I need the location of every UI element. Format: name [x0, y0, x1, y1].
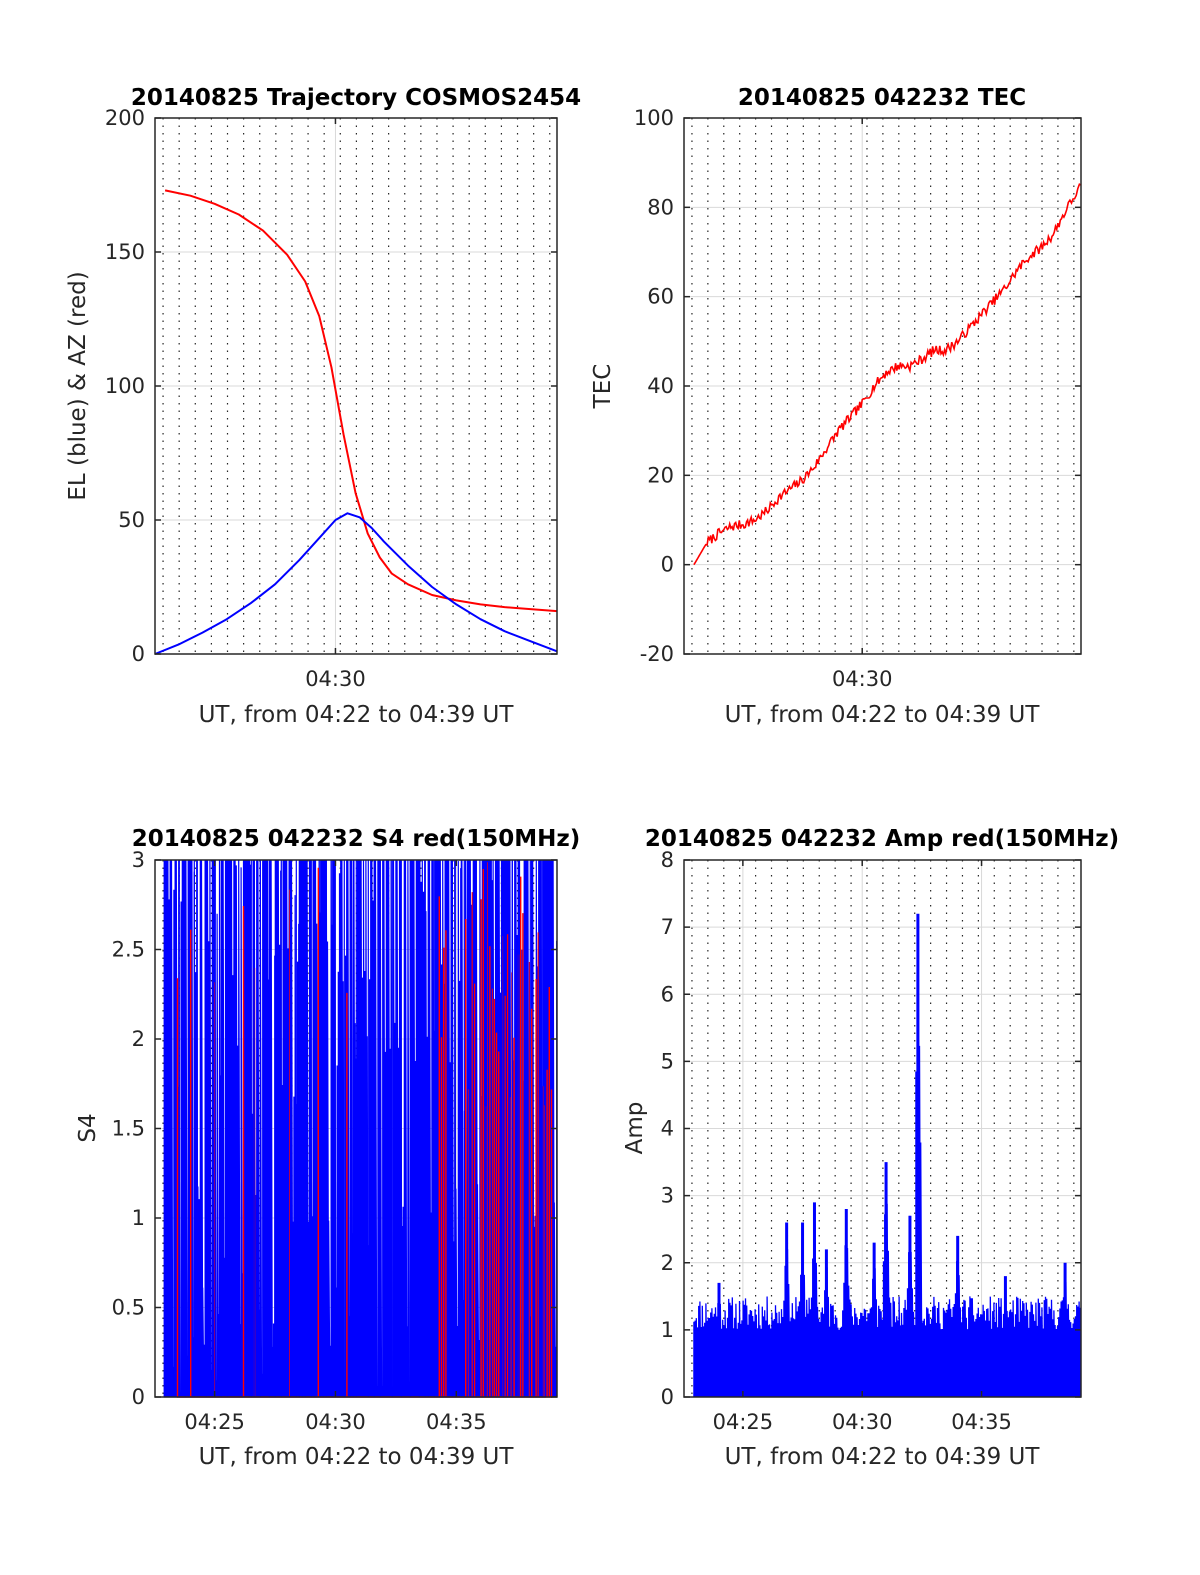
chart-title-amp: 20140825 042232 Amp red(150MHz) [645, 826, 1119, 852]
s4-red-series-line [176, 862, 553, 1398]
y-tick-label: 100 [634, 106, 674, 130]
el-series-line [154, 512, 558, 655]
y-tick-label: 40 [647, 374, 674, 398]
y-tick-label: 2 [132, 1027, 145, 1051]
y-axis-label-tec: TEC [590, 364, 616, 410]
x-tick-label: 04:25 [184, 1410, 245, 1434]
y-axis-label-amp: Amp [622, 1102, 648, 1155]
panel-s4: 0 0.5 1 1.5 2 2.5 3 04:25 04:30 04:35 20140825 04… [75, 826, 580, 1470]
x-tick-label: 04:30 [832, 1410, 893, 1434]
series-s4 [163, 859, 558, 1398]
y-tick-label: 3 [132, 848, 145, 872]
x-tick-label: 04:30 [832, 667, 893, 691]
ticks-s4: 0 0.5 1 1.5 2 2.5 3 04:25 04:30 04:35 [112, 848, 557, 1434]
y-tick-label: 5 [661, 1049, 674, 1073]
x-axis-label-s4: UT, from 04:22 to 04:39 UT [199, 1444, 515, 1470]
y-tick-label: 1 [661, 1318, 674, 1342]
y-tick-label: 8 [661, 848, 674, 872]
y-tick-label: 1 [132, 1206, 145, 1230]
x-axis-label-trajectory: UT, from 04:22 to 04:39 UT [199, 702, 515, 728]
x-tick-label: 04:35 [426, 1410, 487, 1434]
y-tick-label: 4 [661, 1117, 674, 1141]
y-tick-label: 3 [661, 1184, 674, 1208]
y-tick-label: 100 [105, 374, 145, 398]
y-tick-label: 1.5 [112, 1117, 145, 1141]
x-tick-label: 04:35 [951, 1410, 1012, 1434]
y-tick-label: 0.5 [112, 1296, 145, 1320]
x-tick-label: 04:25 [713, 1410, 774, 1434]
y-tick-label: 0 [132, 1385, 145, 1409]
y-tick-label: 7 [661, 915, 674, 939]
x-axis-label-amp: UT, from 04:22 to 04:39 UT [725, 1444, 1041, 1470]
y-axis-label-s4: S4 [75, 1113, 101, 1142]
y-tick-label: 60 [647, 285, 674, 309]
y-tick-label: 80 [647, 195, 674, 219]
y-tick-label: 0 [661, 553, 674, 577]
tec-series-line [693, 183, 1082, 566]
chart-title-s4: 20140825 042232 S4 red(150MHz) [132, 826, 581, 852]
series-tec [693, 183, 1082, 566]
az-series-line [164, 189, 558, 613]
y-tick-label: 50 [118, 508, 145, 532]
y-tick-label: 6 [661, 982, 674, 1006]
panel-amp: 0 1 2 3 4 5 6 7 8 04:25 04:30 04:35 20140825 042232… [622, 826, 1119, 1470]
series-amp [693, 913, 1081, 1398]
y-axis-label-trajectory: EL (blue) & AZ (red) [65, 271, 91, 500]
x-tick-label: 04:30 [305, 667, 366, 691]
y-tick-label: 2 [661, 1251, 674, 1275]
y-tick-label: -20 [640, 642, 674, 666]
s4-blue-series-line [163, 859, 558, 1398]
chart-title-tec: 20140825 042232 TEC [738, 85, 1026, 111]
panel-tec: -20 0 20 40 60 80 100 04:30 20140825 042232 TEC… [590, 85, 1082, 728]
y-tick-label: 2.5 [112, 938, 145, 962]
y-tick-label: 0 [132, 642, 145, 666]
y-tick-label: 0 [661, 1385, 674, 1409]
chart-title-trajectory: 20140825 Trajectory COSMOS2454 [131, 85, 581, 111]
y-tick-label: 200 [105, 106, 145, 130]
ticks-trajectory: 0 50 100 150 200 04:30 [105, 106, 557, 691]
panel-trajectory: 0 50 100 150 200 04:30 20140825 Trajectory CO… [65, 85, 581, 728]
x-tick-label: 04:30 [305, 1410, 366, 1434]
series-trajectory [154, 189, 558, 655]
ticks-tec: -20 0 20 40 60 80 100 04:30 [634, 106, 1081, 691]
y-tick-label: 150 [105, 240, 145, 264]
ticks-amp: 0 1 2 3 4 5 6 7 8 04:25 04:30 04:35 [661, 848, 1081, 1434]
x-axis-label-tec: UT, from 04:22 to 04:39 UT [725, 702, 1041, 728]
y-tick-label: 20 [647, 463, 674, 487]
